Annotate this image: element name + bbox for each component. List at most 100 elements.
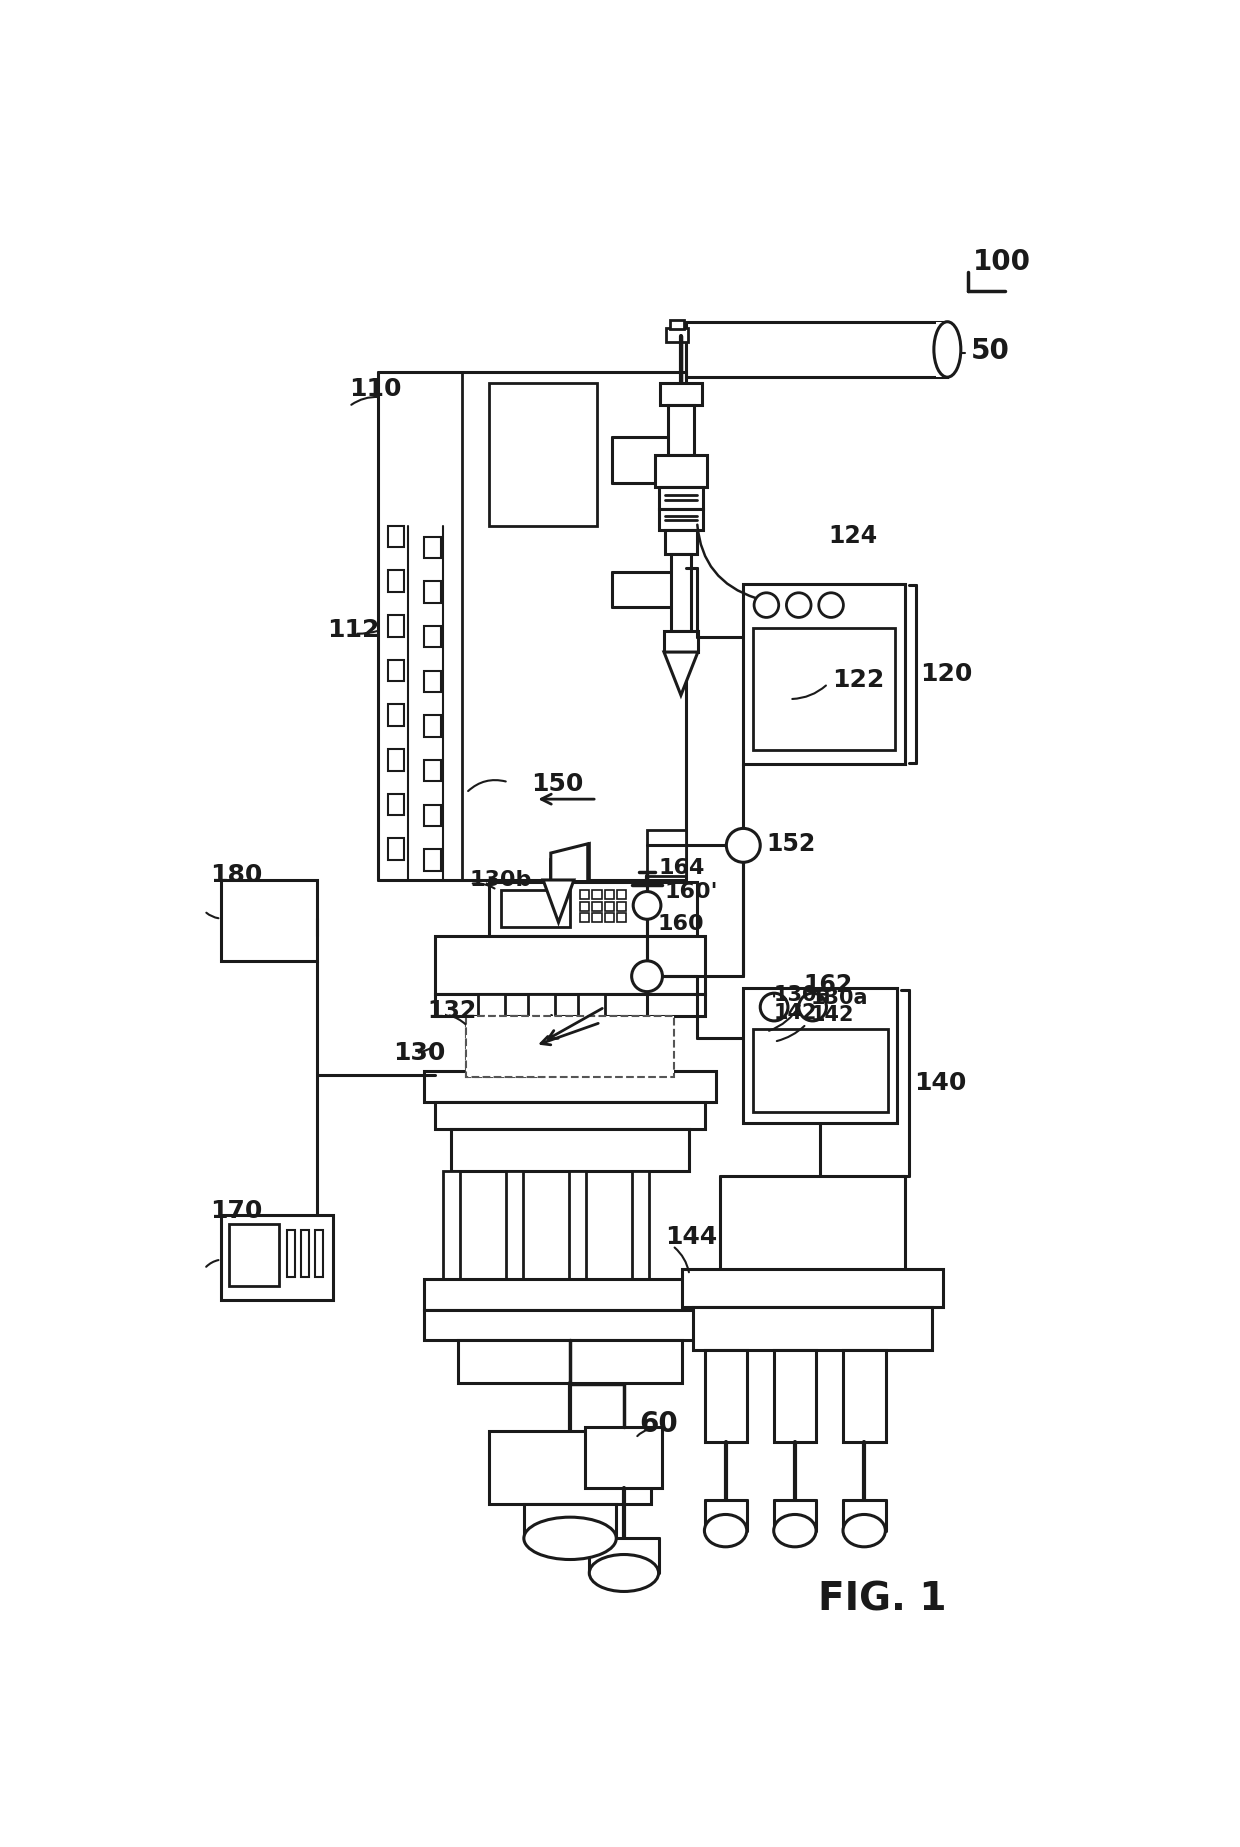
Bar <box>501 890 570 927</box>
Bar <box>424 805 440 826</box>
Circle shape <box>634 892 661 920</box>
Bar <box>704 1350 748 1443</box>
Bar <box>774 1500 816 1542</box>
Bar <box>580 890 589 899</box>
Text: 124: 124 <box>828 525 877 549</box>
Polygon shape <box>551 853 567 879</box>
Bar <box>569 1171 587 1278</box>
Bar <box>605 901 614 911</box>
Bar <box>528 994 554 1071</box>
Bar <box>589 1539 658 1581</box>
Bar <box>388 526 404 547</box>
Bar <box>424 1278 717 1310</box>
Ellipse shape <box>704 1515 746 1546</box>
Bar <box>578 994 605 1071</box>
Circle shape <box>786 593 811 617</box>
Text: 50: 50 <box>971 336 1009 366</box>
Circle shape <box>754 593 779 617</box>
Bar <box>388 571 404 593</box>
Bar <box>585 1426 662 1489</box>
Text: 130b: 130b <box>470 870 532 890</box>
Bar <box>682 1269 944 1308</box>
Bar <box>424 850 440 870</box>
Bar <box>388 839 404 861</box>
Text: 110: 110 <box>350 377 402 401</box>
Text: 162: 162 <box>804 973 853 997</box>
Bar <box>466 1016 543 1077</box>
Bar <box>388 704 404 726</box>
Bar <box>693 1308 932 1350</box>
Bar <box>660 384 702 404</box>
Ellipse shape <box>843 1515 885 1546</box>
Bar <box>490 1431 651 1503</box>
Polygon shape <box>551 844 589 879</box>
Bar <box>632 1171 650 1278</box>
Bar <box>424 670 440 693</box>
Bar <box>424 582 440 602</box>
Bar <box>605 912 614 922</box>
Bar <box>580 901 589 911</box>
Bar <box>477 994 505 1071</box>
Text: 152: 152 <box>766 831 816 855</box>
Bar <box>743 988 898 1123</box>
Circle shape <box>818 593 843 617</box>
Bar <box>490 384 596 526</box>
Bar <box>668 404 694 454</box>
Bar <box>435 936 704 994</box>
Bar <box>774 1350 816 1443</box>
Bar <box>704 1500 748 1542</box>
Text: 160: 160 <box>657 914 703 935</box>
Bar <box>605 890 614 899</box>
Bar <box>424 715 440 737</box>
Text: 100: 100 <box>972 247 1030 275</box>
Bar <box>743 584 905 765</box>
Text: 164: 164 <box>658 859 706 879</box>
Text: 142: 142 <box>811 1005 854 1025</box>
Bar <box>301 1230 309 1276</box>
Bar <box>221 879 317 960</box>
Bar <box>424 626 440 648</box>
Bar <box>435 994 704 1016</box>
Bar <box>618 912 626 922</box>
Bar <box>315 1230 322 1276</box>
Bar <box>618 890 626 899</box>
Bar <box>663 630 698 652</box>
Text: FIG. 1: FIG. 1 <box>817 1581 946 1620</box>
Polygon shape <box>551 844 588 881</box>
Text: 130: 130 <box>393 1042 445 1066</box>
Bar <box>671 554 691 630</box>
Text: 160': 160' <box>665 881 718 901</box>
Ellipse shape <box>774 1515 816 1546</box>
Bar <box>424 1310 717 1341</box>
Bar <box>655 454 707 488</box>
Bar <box>523 1503 616 1539</box>
Bar <box>424 537 440 558</box>
Bar <box>753 1029 888 1112</box>
Bar <box>229 1225 279 1286</box>
Text: 142: 142 <box>774 1003 817 1023</box>
Text: 112: 112 <box>327 617 379 641</box>
Bar <box>843 1350 885 1443</box>
Bar <box>658 488 703 510</box>
Bar <box>443 1171 460 1278</box>
Circle shape <box>799 994 826 1021</box>
Text: 144: 144 <box>665 1225 717 1249</box>
Bar <box>593 901 601 911</box>
Ellipse shape <box>589 1555 658 1592</box>
Bar <box>388 794 404 815</box>
Text: 60: 60 <box>640 1411 678 1439</box>
Bar <box>666 329 688 342</box>
Bar <box>221 1215 332 1300</box>
Text: 132: 132 <box>428 999 477 1023</box>
Ellipse shape <box>934 321 961 377</box>
Bar <box>580 912 589 922</box>
Bar <box>647 829 686 875</box>
Circle shape <box>727 829 760 863</box>
Text: 130a: 130a <box>774 986 832 1005</box>
Text: 140: 140 <box>914 1071 967 1095</box>
Bar <box>593 890 601 899</box>
Bar <box>435 1103 704 1129</box>
Bar <box>506 1171 523 1278</box>
Text: 150: 150 <box>532 772 584 796</box>
Bar <box>288 1230 295 1276</box>
